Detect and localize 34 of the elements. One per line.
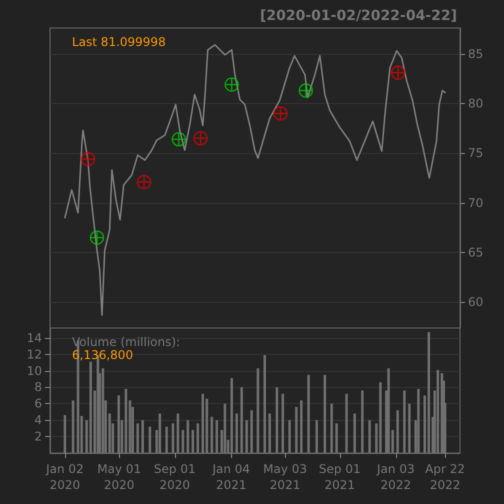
point [136,174,152,190]
y-tick-label: 85 [468,46,484,61]
y-tick-label: 10 [26,364,42,378]
x-tick-label: Jan 03 2022 [376,462,415,492]
y-tick-label: 75 [468,146,484,160]
x-tick-label: May 01 2020 [97,462,142,492]
y-tick-label: 60 [468,295,484,310]
y-tick-label: 65 [468,246,484,260]
chart-title: [2020-01-02/2022-04-22] [260,8,458,24]
x-tick-label: May 03 2021 [263,462,308,492]
y-tick-label: 70 [468,196,484,210]
point [390,66,406,80]
point [224,77,239,92]
y-tick-label: 80 [468,96,484,110]
point [273,106,288,121]
point [298,83,314,98]
x-tick-label: Sep 01 2021 [318,462,361,492]
y-tick-label: 2 [34,430,42,444]
x-tick-label: Jan 04 2021 [211,462,250,492]
y-tick-label: 12 [26,347,42,362]
annotation: 6,136,800 [72,348,134,362]
point [80,152,96,166]
y-tick-label: 4 [34,413,42,428]
y-tick-label: 14 [26,330,42,345]
point [172,132,186,146]
point [193,131,208,146]
point [90,230,104,245]
x-tick-label: Sep 01 2020 [154,462,196,492]
y-tick-label: 6 [34,396,42,411]
x-tick-label: Jan 02 2020 [45,462,84,492]
annotation: Last 81.099998 [72,35,166,49]
y-tick-label: 8 [34,380,42,394]
x-tick-label: Apr 22 2022 [425,462,466,492]
annotation: Volume (millions): [72,335,180,349]
